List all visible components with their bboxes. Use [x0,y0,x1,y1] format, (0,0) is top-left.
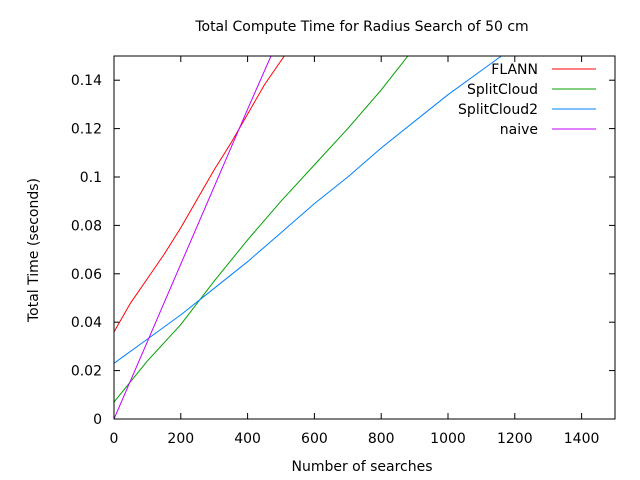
legend-label: FLANN [491,62,538,78]
x-tick-label: 200 [167,431,194,447]
series-line-splitcloud [114,56,409,403]
axis-ticks: 0 200 400 600 800 1000 1200 1400 0 0.02 0.04 0.06 0.… [71,56,615,447]
y-tick-label: 0.04 [71,315,102,331]
legend: FLANN SplitCloud SplitCloud2 naive [458,62,596,138]
series-line-flann [114,56,285,333]
series-line-naive [114,56,272,419]
x-tick-label: 800 [368,431,395,447]
y-tick-label: 0.1 [80,170,102,186]
y-axis-label: Total Time (seconds) [26,178,42,323]
y-tick-label: 0.02 [71,364,102,380]
x-tick-label: 1400 [564,431,600,447]
y-tick-label: 0.14 [71,73,102,89]
x-tick-label: 400 [234,431,261,447]
series-layer [114,56,502,419]
plot-frame [113,55,616,420]
x-tick-label: 1200 [497,431,533,447]
y-tick-label: 0.08 [71,218,102,234]
x-axis-label: Number of searches [291,459,432,475]
chart-title: Total Compute Time for Radius Search of … [194,19,528,35]
x-tick-label: 1000 [430,431,466,447]
legend-label: SplitCloud [467,82,538,98]
y-tick-label: 0.06 [71,267,102,283]
x-tick-label: 600 [301,431,328,447]
legend-label: SplitCloud2 [458,102,538,118]
x-tick-label: 0 [110,431,119,447]
series-line-splitcloud2 [114,56,502,364]
y-tick-label: 0.12 [71,122,102,138]
y-tick-label: 0 [93,412,102,428]
legend-label: naive [500,122,538,138]
